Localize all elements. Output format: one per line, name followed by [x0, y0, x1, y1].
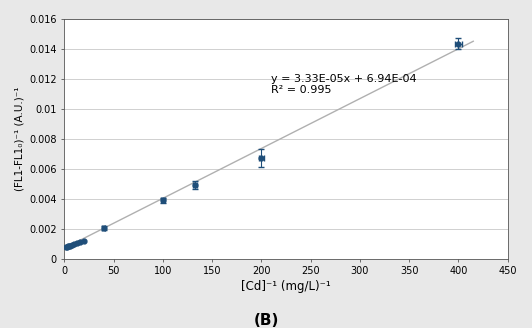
Y-axis label: (FL1-FL1₀)⁻¹ (A.U.)⁻¹: (FL1-FL1₀)⁻¹ (A.U.)⁻¹ — [15, 87, 25, 191]
X-axis label: [Cd]⁻¹ (mg/L)⁻¹: [Cd]⁻¹ (mg/L)⁻¹ — [241, 280, 331, 293]
Text: (B): (B) — [253, 313, 279, 328]
Text: y = 3.33E-05x + 6.94E-04
R² = 0.995: y = 3.33E-05x + 6.94E-04 R² = 0.995 — [271, 74, 417, 95]
